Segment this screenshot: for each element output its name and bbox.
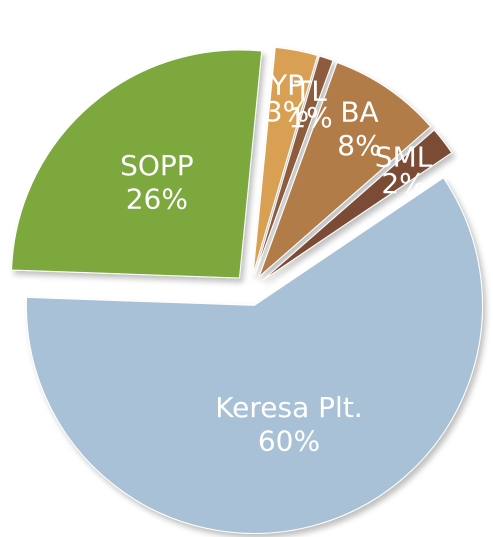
pie-slice (258, 61, 432, 278)
slice-value: 1% (288, 101, 332, 134)
pie-slice (262, 129, 453, 281)
slice-label: YP (269, 69, 304, 102)
slice-label: SOPP (120, 149, 194, 182)
pie (11, 46, 483, 534)
pie-slice (11, 49, 263, 279)
pie-slice (254, 55, 334, 275)
slice-label: BA (340, 95, 378, 128)
slice-value: 60% (258, 425, 320, 458)
slice-label: Keresa Plt. (215, 391, 363, 424)
slice-value: 26% (126, 182, 188, 215)
slice-value: 8% (337, 129, 381, 162)
slice-value: 3% (265, 95, 309, 128)
pie-slice (252, 46, 319, 275)
slice-value: 2% (381, 167, 425, 200)
slice-label: SML (375, 141, 433, 174)
pie-slice (25, 177, 483, 534)
slice-label: TL (293, 75, 327, 108)
